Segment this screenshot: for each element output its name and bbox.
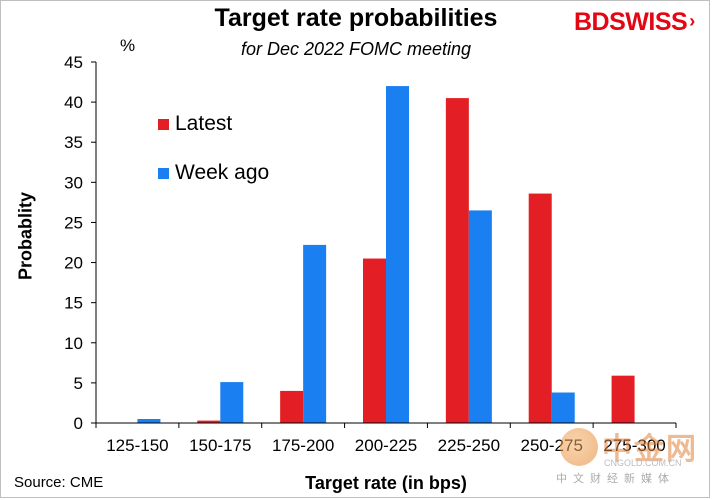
legend-swatch-week-ago	[158, 167, 169, 179]
bar-latest-200-225	[363, 258, 386, 423]
x-tick-label-225-250: 225-250	[438, 436, 500, 455]
brand-logo: BDSWISS ›	[574, 8, 695, 37]
bar-latest-150-175	[197, 420, 221, 423]
x-tick-label-150-175: 150-175	[189, 436, 251, 455]
bar-week-ago-225-250	[468, 210, 492, 423]
x-tick-label-175-200: 175-200	[272, 436, 334, 455]
legend-item-week-ago: Week ago	[158, 160, 269, 186]
y-tick-label-30: 30	[64, 173, 83, 192]
brand-arrow-icon: ›	[689, 11, 695, 31]
y-tick-label-35: 35	[64, 133, 83, 152]
bar-latest-225-250	[445, 98, 469, 423]
y-tick-label-15: 15	[64, 294, 83, 313]
legend-item-latest: Latest	[158, 111, 269, 137]
watermark-main-text: 中金网	[602, 433, 698, 466]
bar-week-ago-125-150	[137, 418, 161, 423]
watermark: 中金网 CNGOLD.COM.CN 中文财经新媒体	[556, 424, 706, 488]
brand-logo-bd: BD	[574, 8, 610, 36]
bar-week-ago-250-275	[551, 392, 575, 423]
y-tick-label-5: 5	[74, 374, 83, 393]
y-tick-label-25: 25	[64, 213, 83, 232]
x-tick-label-125-150: 125-150	[106, 436, 168, 455]
chart-subtitle: for Dec 2022 FOMC meeting	[240, 39, 472, 59]
x-tick-label-275-300: 275-300	[603, 436, 665, 455]
bar-week-ago-200-225	[386, 86, 409, 424]
bar-latest-250-275	[528, 193, 552, 423]
y-tick-label-40: 40	[64, 93, 83, 112]
x-tick-label-200-225: 200-225	[355, 436, 417, 455]
watermark-logo-icon	[560, 428, 598, 466]
legend-label-latest: Latest	[175, 112, 233, 135]
bar-latest-275-300	[611, 375, 635, 423]
y-tick-label-0: 0	[74, 414, 83, 433]
chart-title: Target rate probabilities	[214, 4, 498, 32]
watermark-url-text: CNGOLD.COM.CN	[604, 458, 682, 468]
y-tick-label-45: 45	[64, 53, 83, 72]
legend-label-week-ago: Week ago	[175, 161, 270, 184]
brand-logo-swiss: SWISS	[609, 8, 688, 36]
y-tick-label-20: 20	[64, 254, 83, 273]
source-note: Source: CME	[14, 474, 104, 491]
legend: Latest Week ago	[158, 111, 269, 209]
y-axis-unit: %	[120, 36, 136, 55]
legend-swatch-latest	[158, 118, 169, 130]
watermark-sub-text: 中文财经新媒体	[556, 473, 675, 485]
bar-week-ago-150-175	[220, 382, 244, 423]
bar-latest-175-200	[280, 390, 304, 423]
x-axis-title: Target rate (in bps)	[305, 473, 467, 493]
y-tick-label-10: 10	[64, 334, 83, 353]
bar-week-ago-175-200	[303, 244, 327, 423]
